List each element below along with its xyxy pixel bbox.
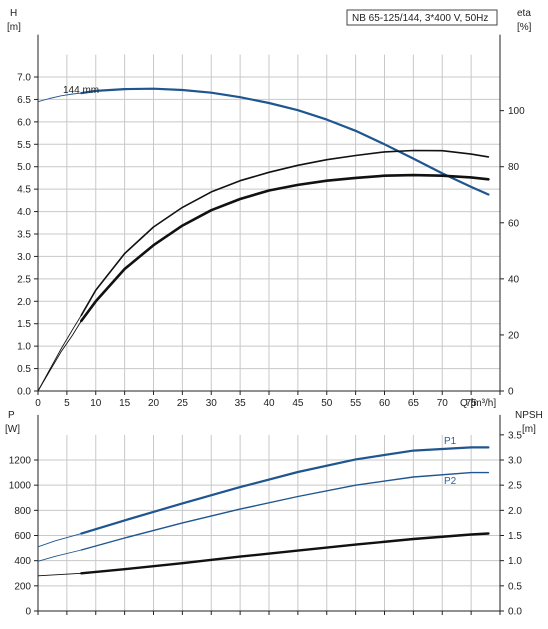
top-curves xyxy=(37,87,490,392)
y-right-tick-label: 20 xyxy=(508,330,520,341)
top-grid xyxy=(37,54,501,392)
y-right-tick-label: 2.5 xyxy=(508,481,522,492)
x-tick-label: 70 xyxy=(437,398,449,409)
y-left-tick-label: 2.5 xyxy=(17,274,31,285)
x-tick-label: 55 xyxy=(350,398,362,409)
top-ylabel-right-line2: [%] xyxy=(517,22,532,33)
y-left-tick-label: 6.0 xyxy=(17,117,31,128)
top-ylabel-left-line2: [m] xyxy=(7,22,21,33)
chart-title: NB 65-125/144, 3*400 V, 50Hz xyxy=(352,13,488,24)
bottom-ylabel-left-line2: [W] xyxy=(5,424,20,435)
y-left-tick-label: 1.0 xyxy=(17,342,31,353)
top-labels: H [m] eta [%] NB 65-125/144, 3*400 V, 50… xyxy=(7,8,532,409)
top-axes: 0.0 0.5 1.0 1.5 2.0 2.5 3.0 3.5 4.0 4.5 5.0 5.5 6.0 6… xyxy=(17,34,525,409)
y-left-tick-label: 4.0 xyxy=(17,207,31,218)
x-tick-label: 40 xyxy=(263,398,275,409)
y-left-tick-label: 800 xyxy=(14,506,31,517)
bottom-labels: P [W] NPSH [m] P1 P2 xyxy=(5,410,543,487)
y-right-tick-label: 40 xyxy=(508,274,520,285)
y-left-tick-label: 7.0 xyxy=(17,73,31,84)
y-right-tick-label: 0 xyxy=(508,387,514,398)
y-right-tick-label: 1.0 xyxy=(508,556,522,567)
y-left-tick-label: 200 xyxy=(14,581,31,592)
y-right-tick-label: 0.0 xyxy=(508,607,522,618)
y-left-tick-label: 1000 xyxy=(9,481,32,492)
y-right-tick-label: 100 xyxy=(508,106,525,117)
x-tick-label: 50 xyxy=(321,398,333,409)
y-left-tick-label: 5.0 xyxy=(17,162,31,173)
y-right-tick-label: 1.5 xyxy=(508,531,522,542)
curve-eta-upper-extrapolated xyxy=(37,315,82,392)
curve-eta xyxy=(80,173,490,323)
curve-p1-extrapolated xyxy=(37,533,82,548)
bottom-curves xyxy=(37,446,490,577)
curve-h-extrapolated xyxy=(37,92,82,103)
x-tick-label: 60 xyxy=(379,398,391,409)
x-tick-label: 35 xyxy=(235,398,247,409)
x-tick-label: 20 xyxy=(148,398,160,409)
curve-npsh-extrapolated xyxy=(37,572,82,577)
x-axis-label: Q [m³/h] xyxy=(460,398,496,409)
y-left-tick-label: 400 xyxy=(14,556,31,567)
x-tick-label: 0 xyxy=(35,398,41,409)
x-tick-label: 10 xyxy=(90,398,102,409)
x-tick-label: 45 xyxy=(292,398,304,409)
bottom-grid xyxy=(37,434,501,612)
curve-p2 xyxy=(80,471,490,551)
y-left-tick-label: 1.5 xyxy=(17,319,31,330)
curve-p2-extrapolated xyxy=(37,549,82,562)
x-tick-label: 15 xyxy=(119,398,131,409)
series-label-p2: P2 xyxy=(444,476,457,487)
curve-eta-upper xyxy=(80,149,490,317)
y-left-tick-label: 600 xyxy=(14,531,31,542)
y-left-tick-label: 2.0 xyxy=(17,297,31,308)
x-tick-label: 25 xyxy=(177,398,189,409)
y-left-tick-label: 1200 xyxy=(9,456,32,467)
bottom-ylabel-left-line1: P xyxy=(8,410,15,421)
x-tick-label: 75 xyxy=(466,398,478,409)
bottom-axes: 0 200 400 600 800 1000 1200 0.0 0.5 1.0 1.5 2.0 2.5 3… xyxy=(9,414,522,618)
x-tick-label: 30 xyxy=(206,398,218,409)
y-right-tick-label: 3.0 xyxy=(508,456,522,467)
chart-title-box xyxy=(346,9,498,26)
y-right-tick-label: 2.0 xyxy=(508,506,522,517)
top-ylabel-right-line1: eta xyxy=(517,8,531,19)
bottom-ylabel-right-line1: NPSH xyxy=(515,410,543,421)
x-tick-label: 65 xyxy=(408,398,420,409)
y-left-tick-label: 5.5 xyxy=(17,140,31,151)
y-right-tick-label: 60 xyxy=(508,218,520,229)
y-left-tick-label: 0.5 xyxy=(17,364,31,375)
curve-npsh xyxy=(80,532,490,575)
curve-h xyxy=(80,87,490,196)
y-right-tick-label: 80 xyxy=(508,162,520,173)
top-ylabel-left-line1: H xyxy=(10,8,17,19)
curve-annotation: 144 mm xyxy=(63,85,99,96)
x-tick-label: 5 xyxy=(64,398,70,409)
curve-p1 xyxy=(80,446,490,535)
curve-eta-extrapolated xyxy=(37,320,82,392)
bottom-ylabel-right-line2: [m] xyxy=(522,424,536,435)
y-right-tick-label: 3.5 xyxy=(508,430,522,441)
y-left-tick-label: 4.5 xyxy=(17,185,31,196)
y-left-tick-label: 0 xyxy=(25,607,31,618)
y-left-tick-label: 6.5 xyxy=(17,95,31,106)
y-left-tick-label: 3.0 xyxy=(17,252,31,263)
y-left-tick-label: 3.5 xyxy=(17,230,31,241)
y-right-tick-label: 0.5 xyxy=(508,581,522,592)
y-left-tick-label: 0.0 xyxy=(17,387,31,398)
series-label-p1: P1 xyxy=(444,436,457,447)
